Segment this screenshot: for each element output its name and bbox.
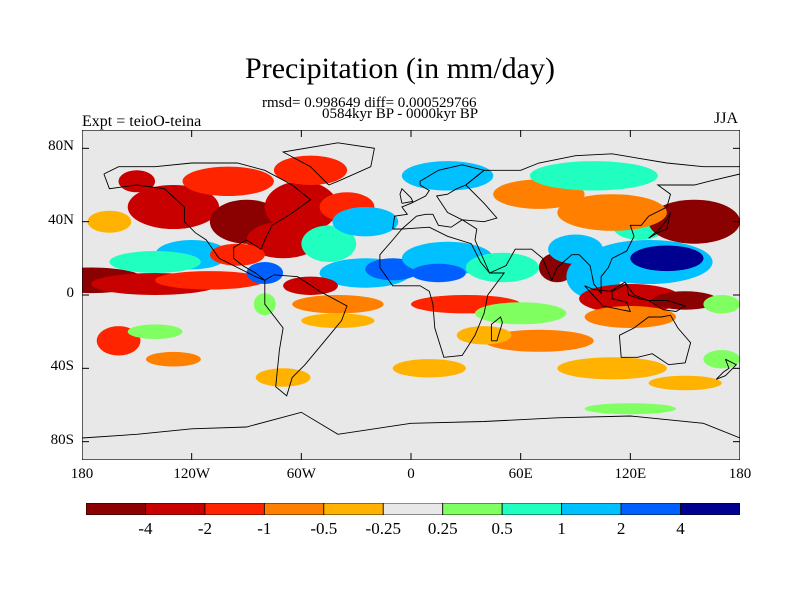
lon-label-0: 180 [70, 466, 94, 482]
anomaly-blob-48 [392, 359, 466, 378]
colorbar-label-9: 4 [676, 519, 685, 538]
lat-label-1: 40N [48, 211, 74, 228]
colorbar-label-2: -1 [257, 519, 272, 538]
season-label: JJA [714, 110, 739, 127]
coastline-uk [399, 187, 414, 204]
lat-label-3: 40S [50, 358, 74, 375]
anomaly-blob-14 [273, 155, 348, 185]
anomaly-blob-34 [630, 245, 704, 272]
colorbar-swatch-2 [204, 503, 265, 515]
coastline-australia [618, 314, 692, 366]
lon-label-5: 120E [614, 466, 647, 482]
anomaly-blob-12 [246, 221, 320, 259]
anomaly-blob-42 [529, 161, 658, 191]
anomaly-blob-24 [283, 276, 338, 295]
coastline-japan [648, 212, 671, 239]
colorbar-label-5: 0.25 [427, 519, 458, 538]
experiment-label: Expt = teioO-teina [82, 113, 202, 130]
anomaly-blob-5 [109, 251, 201, 273]
colorbar-label-4: -0.25 [365, 519, 401, 538]
colorbar-swatch-6 [442, 503, 503, 515]
anomaly-blob-54 [703, 350, 740, 369]
colorbar-label-7: 1 [557, 519, 566, 538]
anomaly-blob-39 [584, 306, 676, 328]
colorbar-swatch-5 [382, 503, 444, 515]
colorbar-label-6: 0.5 [491, 519, 513, 538]
anomaly-blob-7 [118, 170, 156, 193]
coastline-asia [461, 153, 740, 295]
anomaly-blob-50 [648, 375, 722, 391]
anomaly-blob-44 [703, 295, 740, 314]
coastline-antarctica [82, 411, 740, 439]
anomaly-blob-23 [292, 295, 384, 314]
lon-label-2: 60W [286, 466, 316, 482]
anomaly-blob-4 [246, 262, 284, 284]
anomaly-blob-16 [301, 225, 357, 262]
chart-title: Precipitation (in mm/day) [245, 52, 555, 85]
anomaly-blob-25 [301, 313, 375, 328]
anomaly-blob-46 [146, 351, 201, 367]
anomaly-blob-51 [584, 403, 676, 415]
anomaly-blob-52 [127, 324, 183, 339]
lon-label-1: 120W [173, 466, 210, 482]
colorbar-label-1: -2 [197, 519, 212, 538]
colorbar-label-8: 2 [616, 519, 626, 538]
anomaly-blob-11 [182, 166, 274, 196]
colorbar-swatch-8 [561, 503, 622, 515]
anomaly-blob-2 [155, 271, 265, 290]
lat-label-0: 80N [48, 138, 74, 155]
colorbar-swatch-0 [86, 503, 146, 515]
anomaly-blob-13 [210, 243, 265, 266]
precipitation-map [82, 130, 740, 460]
anomaly-blob-40 [557, 194, 667, 231]
anomaly-blob-43 [401, 161, 494, 191]
anomaly-blob-47 [255, 368, 311, 387]
colorbar [86, 503, 740, 515]
coastline-indonesia [584, 281, 687, 313]
anomaly-blob-27 [475, 302, 567, 325]
anomaly-blob-38 [652, 291, 719, 310]
axis-ticks [82, 130, 740, 460]
lat-label-4: 80S [50, 431, 74, 448]
coastline-new-zealand [715, 358, 738, 380]
anomaly-blob-17 [332, 207, 399, 237]
anomaly-blob-36 [648, 199, 740, 244]
colorbar-swatch-9 [620, 503, 681, 515]
coastline-north-america [103, 162, 312, 281]
anomaly-field [82, 155, 740, 415]
colorbar-swatch-1 [145, 503, 206, 515]
period-subtitle: 0584kyr BP - 0000kyr BP [322, 106, 479, 122]
lon-label-6: 180 [728, 466, 752, 482]
colorbar-swatch-7 [501, 503, 563, 515]
anomaly-blob-10 [264, 181, 338, 233]
colorbar-label-3: -0.5 [310, 519, 338, 538]
colorbar-swatch-4 [323, 503, 384, 515]
lon-label-4: 60E [508, 466, 533, 482]
coastline-south-america [264, 274, 348, 397]
lat-label-2: 0 [66, 285, 75, 301]
anomaly-blob-49 [557, 357, 667, 380]
anomaly-blob-29 [456, 326, 512, 345]
colorbar-swatch-3 [263, 503, 325, 515]
colorbar-label-0: -4 [138, 519, 153, 538]
coastline-madagascar [490, 316, 503, 342]
coastline-africa [379, 226, 506, 358]
stats-subtitle: rmsd= 0.998649 diff= 0.000529766 [262, 95, 477, 111]
coastlines [82, 142, 740, 439]
anomaly-blob-8 [87, 210, 132, 233]
coastline-greenland [281, 142, 375, 186]
colorbar-swatch-10 [680, 503, 740, 515]
anomaly-blob-6 [127, 185, 220, 229]
lon-label-3: 0 [407, 466, 415, 482]
anomaly-blob-21 [411, 263, 466, 283]
